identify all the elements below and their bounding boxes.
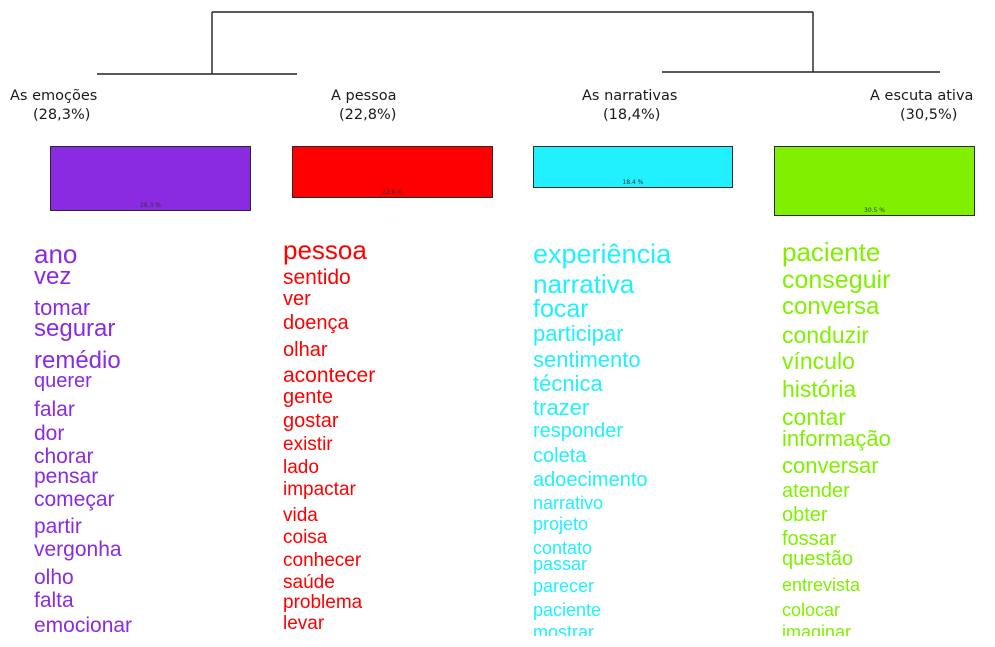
word-item: sentido (283, 266, 351, 289)
word-item: chorar (34, 445, 94, 468)
word-list-escuta-ativa-clip: paciente conseguir conversa conduzir vínculo… (782, 237, 987, 636)
word-item: falta (34, 589, 74, 612)
word-item: levar (283, 613, 325, 634)
word-item: história (782, 376, 857, 402)
word-item: saúde (283, 572, 335, 593)
word-item: ano (34, 239, 78, 269)
word-item: focar (533, 295, 589, 323)
class-label: A pessoa (331, 88, 397, 104)
class-percent: (22,8%) (339, 107, 397, 123)
word-item: doença (283, 312, 349, 334)
class-bar-emocoes: 28.3 % (50, 146, 251, 211)
word-item: paciente (782, 237, 881, 267)
word-item: conseguir (782, 266, 891, 294)
word-item: projeto (533, 514, 589, 534)
word-item: pensar (34, 465, 99, 488)
word-item: começar (34, 488, 115, 511)
word-item: sentimento (533, 347, 641, 372)
word-item: paciente (533, 600, 602, 620)
word-item: entrevista (782, 575, 861, 595)
class-percent: (28,3%) (33, 107, 91, 123)
word-item: existir (283, 434, 333, 455)
word-item: segurar (34, 315, 116, 342)
word-item: coisa (283, 527, 328, 548)
word-list-narrativas-clip: experiência narrativa focar participar senti… (533, 237, 773, 637)
word-item: responder (533, 420, 624, 442)
word-item: narrativa (533, 269, 635, 299)
word-item: acontecer (283, 364, 376, 387)
word-item: impactar (283, 479, 356, 500)
word-item: emocionar (34, 614, 133, 637)
word-item: vida (283, 505, 318, 526)
word-item: conhecer (283, 550, 362, 571)
word-item: fossar (782, 528, 837, 550)
word-item: conversa (782, 293, 880, 320)
word-item: conversar (782, 453, 879, 478)
class-percent: (30,5%) (900, 107, 958, 123)
word-item: passar (533, 554, 588, 574)
class-header-narrativas: As narrativas (18,4%) (582, 87, 677, 125)
word-item: contar (782, 404, 846, 430)
word-item: imaginar (782, 622, 852, 636)
word-item: lado (283, 457, 319, 478)
class-bar-escuta-ativa: 30.5 % (774, 146, 975, 216)
word-item: vez (34, 263, 72, 290)
class-header-pessoa: A pessoa (22,8%) (331, 87, 397, 125)
class-bar-label: 30.5 % (864, 207, 885, 214)
word-item: gostar (283, 410, 339, 432)
word-item: trazer (533, 395, 590, 420)
word-item: falar (34, 398, 75, 421)
word-item: parecer (533, 576, 595, 596)
word-item: partir (34, 515, 82, 538)
word-item: questão (782, 548, 854, 570)
word-item: atender (782, 480, 850, 502)
class-bar-label: 22.8 % (382, 189, 403, 196)
word-item: narrativo (533, 493, 604, 513)
word-item: colocar (782, 600, 841, 620)
class-label: A escuta ativa (870, 88, 974, 104)
dendrogram (97, 11, 940, 75)
word-item: olho (34, 566, 74, 589)
class-bar-narrativas: 18.4 % (533, 146, 733, 188)
word-item: dor (34, 422, 65, 445)
word-item: ver (283, 288, 311, 310)
class-header-escuta-ativa: A escuta ativa (30,5%) (870, 87, 973, 125)
class-header-emocoes: As emoções (28,3%) (10, 87, 97, 125)
word-item: olhar (283, 339, 328, 361)
class-label: As emoções (10, 88, 98, 104)
word-item: obter (782, 504, 828, 526)
word-item: contato (533, 538, 593, 558)
word-item: vínculo (782, 348, 855, 374)
word-item: conduzir (782, 322, 869, 348)
word-item: adoecimento (533, 469, 648, 491)
word-item: remédio (34, 347, 121, 374)
word-item: participar (533, 321, 624, 346)
word-item: tomar (34, 295, 91, 320)
word-item: problema (283, 592, 363, 613)
class-percent: (18,4%) (603, 107, 661, 123)
word-item: vergonha (34, 538, 122, 561)
class-bar-label: 18.4 % (622, 179, 644, 186)
word-item: mostrar (533, 622, 595, 636)
class-bar-label: 28.3 % (140, 202, 161, 209)
word-item: coleta (533, 445, 587, 467)
word-item: técnica (533, 371, 603, 396)
word-item: informação (782, 426, 891, 451)
word-item: querer (34, 370, 92, 392)
word-item: experiência (533, 239, 672, 269)
word-item: gente (283, 386, 334, 408)
word-item: pessoa (283, 235, 367, 265)
class-label: As narrativas (582, 88, 678, 104)
class-bar-pessoa: 22.8 % (292, 146, 493, 198)
